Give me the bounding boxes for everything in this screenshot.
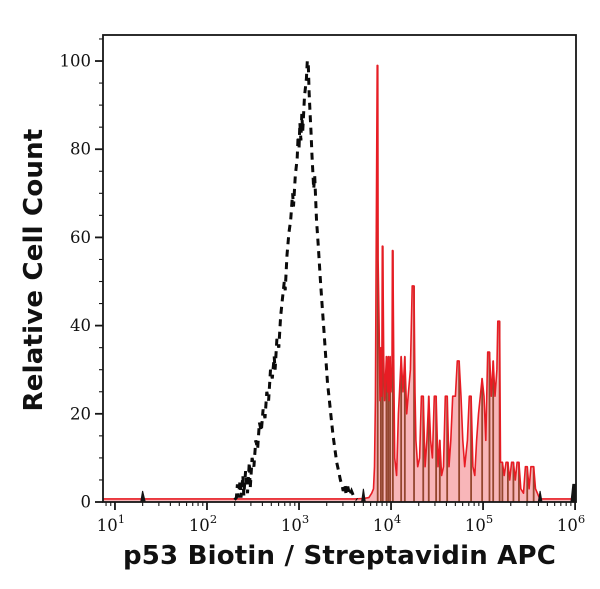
positive-fill xyxy=(103,65,576,503)
y-tick-label: 40 xyxy=(70,316,91,335)
y-tick-label: 0 xyxy=(81,493,92,512)
x-tick-label: 106 xyxy=(557,512,585,535)
baseline-bump xyxy=(140,490,146,503)
x-tick-label: 101 xyxy=(97,512,125,535)
positive-outline xyxy=(103,64,576,500)
y-tick-label: 80 xyxy=(70,140,91,159)
y-tick-label: 60 xyxy=(70,228,91,247)
y-axis-label: Relative Cell Count xyxy=(19,128,49,412)
x-tick-label: 102 xyxy=(189,512,217,535)
baseline-bump xyxy=(537,490,543,503)
negative-control-curve xyxy=(233,59,358,501)
x-axis-label: p53 Biotin / Streptavidin APC xyxy=(122,541,557,571)
x-tick-label: 105 xyxy=(465,512,493,535)
baseline-bump xyxy=(361,488,366,503)
x-tick-label: 104 xyxy=(373,512,401,535)
x-tick-label: 103 xyxy=(281,512,309,535)
y-tick-label: 20 xyxy=(70,404,91,423)
baseline-bump xyxy=(570,483,576,503)
y-tick-label: 100 xyxy=(60,52,92,71)
plot-border xyxy=(102,34,577,503)
